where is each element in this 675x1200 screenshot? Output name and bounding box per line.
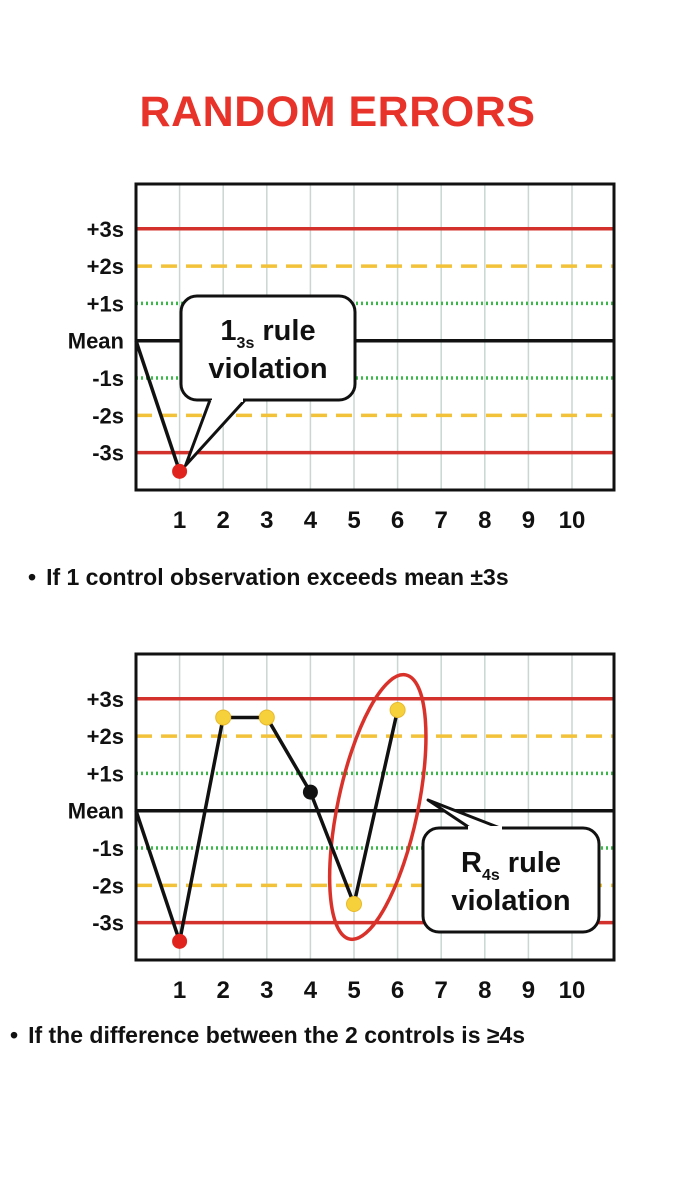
caption-2: • If the difference between the 2 control…: [10, 1022, 525, 1049]
data-point: [172, 463, 188, 479]
x-tick-label: 4: [304, 507, 318, 534]
callout-line-1: 13s rule: [220, 315, 315, 352]
y-axis-label: -3s: [92, 441, 124, 466]
callout-line-1: R4s rule: [461, 847, 561, 884]
callout-box: [421, 826, 601, 934]
data-point: [346, 896, 362, 913]
chart-svg: +3s +2s +1s Mean -1s -2s -3s 1 2 3 4 5 6 7 8 9 10 13s rul…: [68, 182, 616, 534]
data-point: [258, 709, 275, 726]
x-tick-label: 7: [435, 977, 448, 1004]
x-tick-label: 3: [260, 977, 273, 1004]
x-tick-label: 5: [347, 977, 360, 1004]
x-tick-label: 2: [217, 977, 230, 1004]
page-title: RANDOM ERRORS: [139, 88, 536, 136]
y-axis-label: -2s: [92, 873, 124, 898]
callout-line-2: violation: [208, 353, 327, 385]
control-chart-2: +3s +2s +1s Mean -1s -2s -3s 1 2 3 4 5 6 7 8 9 10 R4s rul…: [0, 642, 675, 1022]
x-tick-label: 4: [304, 977, 318, 1004]
control-chart-1: +3s +2s +1s Mean -1s -2s -3s 1 2 3 4 5 6 7 8 9 10 13s rul…: [0, 172, 675, 552]
y-axis-label: -3s: [92, 911, 124, 936]
plot-frame: [134, 182, 616, 492]
y-axis-label: +1s: [87, 291, 124, 316]
x-tick-label: 1: [173, 507, 186, 534]
y-axis-label: +2s: [87, 724, 124, 749]
data-point: [215, 709, 232, 726]
chart-svg: +3s +2s +1s Mean -1s -2s -3s 1 2 3 4 5 6 7 8 9 10 R4s rul…: [68, 652, 616, 1004]
x-tick-label: 7: [435, 507, 448, 534]
callout-tail: [426, 798, 501, 830]
y-axis-label: Mean: [68, 329, 124, 354]
y-axis-label: -2s: [92, 403, 124, 428]
x-tick-label: 10: [559, 507, 586, 534]
x-tick-label: 8: [478, 507, 491, 534]
y-axis-label: Mean: [68, 799, 124, 824]
caption-1: • If 1 control observation exceeds mean ±…: [28, 564, 509, 591]
x-tick-label: 6: [391, 977, 404, 1004]
plot-frame: [134, 652, 616, 962]
violation-highlight-ellipse: [327, 672, 428, 942]
callout-tail: [184, 398, 247, 467]
callout-box: [179, 294, 357, 402]
x-tick-label: 5: [347, 507, 360, 534]
data-point: [389, 701, 406, 718]
caption-2-text: If the difference between the 2 controls…: [28, 1022, 526, 1048]
x-tick-label: 9: [522, 507, 535, 534]
y-axis-label: +3s: [87, 217, 124, 242]
x-tick-label: 6: [391, 507, 404, 534]
bullet: •: [28, 564, 37, 590]
y-axis-label: -1s: [92, 836, 124, 861]
y-axis-label: +2s: [87, 254, 124, 279]
y-axis-label: +1s: [87, 761, 124, 786]
x-tick-label: 3: [260, 507, 273, 534]
x-tick-label: 2: [217, 507, 230, 534]
caption-1-text: If 1 control observation exceeds mean ±3…: [46, 564, 509, 590]
x-tick-label: 10: [559, 977, 586, 1004]
data-point: [302, 784, 318, 800]
x-tick-label: 8: [478, 977, 491, 1004]
bullet: •: [10, 1022, 19, 1048]
x-tick-label: 1: [173, 977, 186, 1004]
series-line: [134, 340, 182, 472]
callout-line-2: violation: [451, 885, 570, 917]
data-point: [172, 933, 188, 949]
y-axis-label: +3s: [87, 687, 124, 712]
x-tick-label: 9: [522, 977, 535, 1004]
y-axis-label: -1s: [92, 366, 124, 391]
